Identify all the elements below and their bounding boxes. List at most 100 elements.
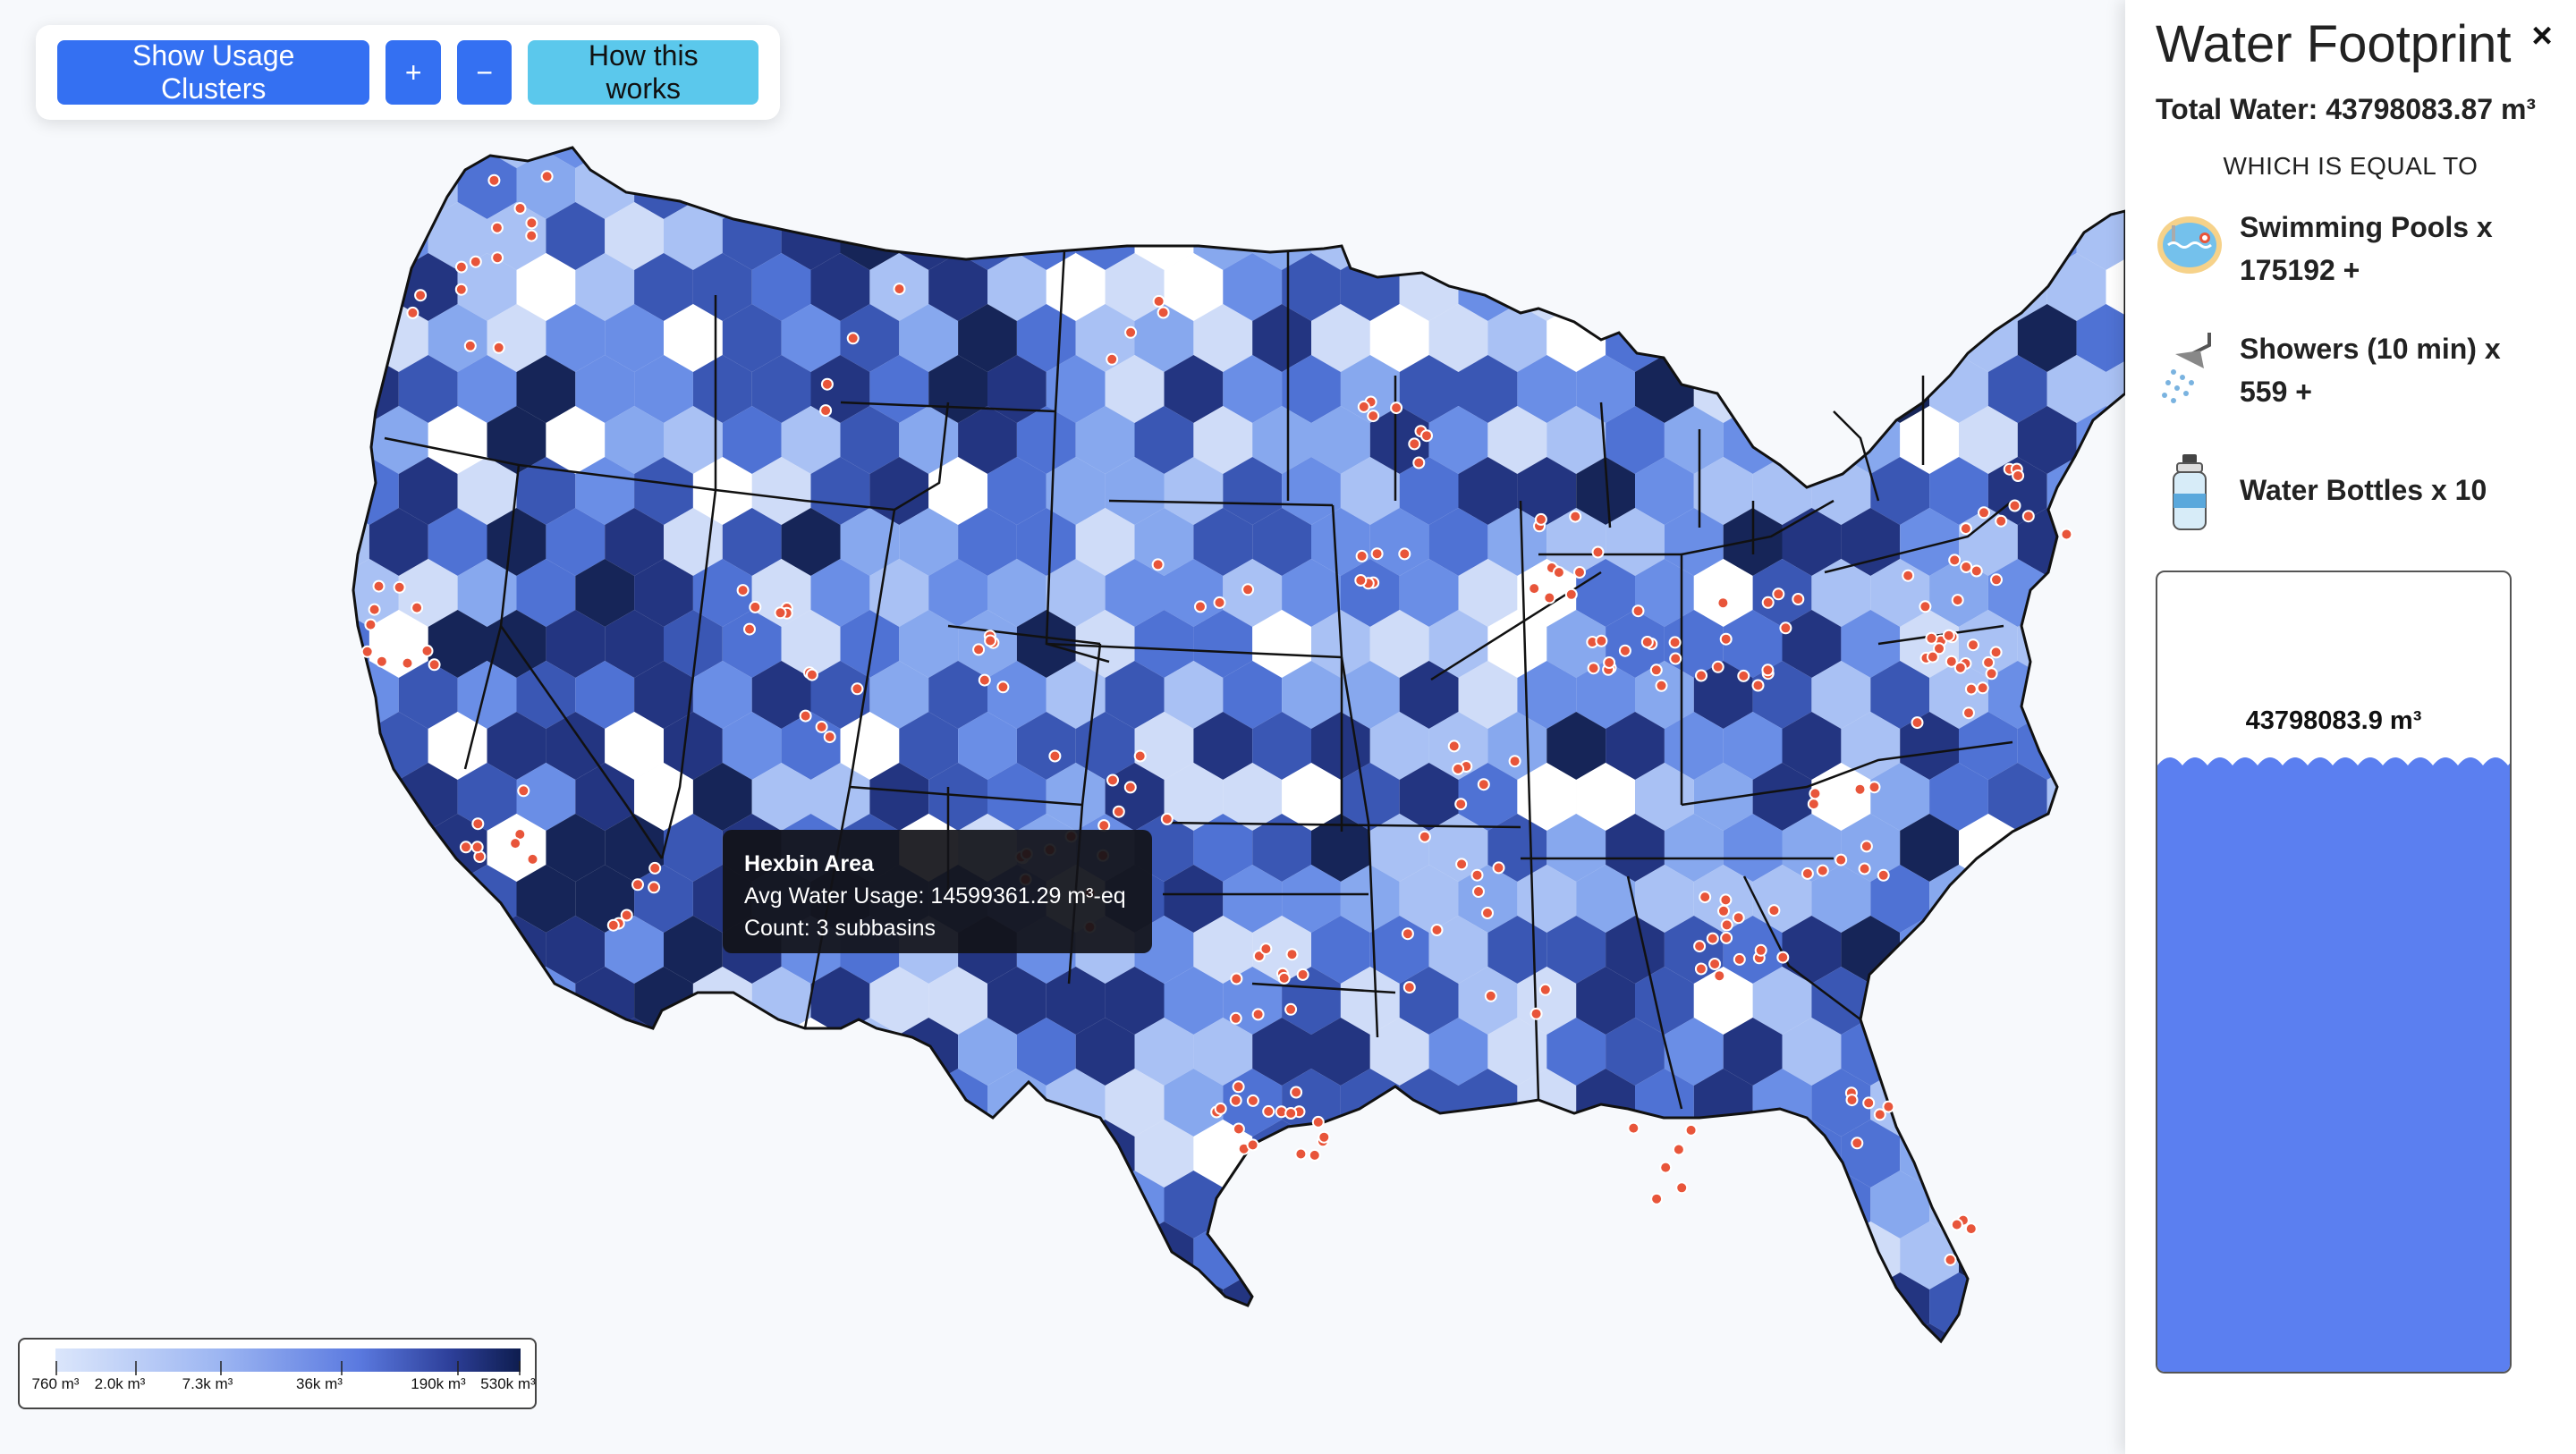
subbasin-point[interactable]	[1508, 755, 1521, 768]
hexbin-cell[interactable]	[546, 916, 606, 984]
hexbin-cell[interactable]	[1458, 661, 1518, 729]
hexbin-cell[interactable]	[1987, 1171, 2047, 1238]
subbasin-point[interactable]	[1990, 573, 2003, 587]
subbasin-point[interactable]	[1492, 861, 1505, 875]
subbasin-point[interactable]	[1418, 830, 1431, 843]
hexbin-cell[interactable]	[928, 967, 987, 1035]
subbasin-point[interactable]	[1296, 968, 1309, 981]
hexbin-cell[interactable]	[1075, 1222, 1135, 1289]
hexbin-cell[interactable]	[899, 304, 959, 372]
subbasin-point[interactable]	[1675, 1181, 1689, 1195]
hexbin-cell[interactable]	[2106, 457, 2126, 525]
hexbin-cell[interactable]	[810, 1171, 870, 1238]
hexbin-cell[interactable]	[751, 457, 811, 525]
hexbin-cell[interactable]	[1576, 763, 1635, 831]
subbasin-point[interactable]	[1933, 642, 1945, 655]
hexbin-cell[interactable]	[1105, 967, 1165, 1035]
hexbin-cell[interactable]	[987, 967, 1046, 1035]
hexbin-cell[interactable]	[1016, 1222, 1076, 1289]
subbasin-point[interactable]	[1133, 749, 1147, 763]
hexbin-cell[interactable]	[1841, 202, 1901, 270]
hexbin-cell[interactable]	[516, 559, 576, 627]
subbasin-point[interactable]	[1953, 661, 1967, 674]
hexbin-cell[interactable]	[1252, 406, 1311, 474]
hexbin-cell[interactable]	[1811, 865, 1871, 933]
hexbin-cell[interactable]	[1576, 559, 1635, 627]
hexbin-cell[interactable]	[1811, 661, 1871, 729]
hexbin-cell[interactable]	[722, 1323, 782, 1391]
hexbin-cell[interactable]	[398, 253, 458, 321]
hexbin-cell[interactable]	[810, 1272, 870, 1340]
subbasin-point[interactable]	[1809, 787, 1822, 800]
hexbin-cell[interactable]	[1134, 1323, 1194, 1391]
hexbin-cell[interactable]	[1929, 763, 1988, 831]
hexbin-cell[interactable]	[1870, 661, 1930, 729]
subbasin-point[interactable]	[1902, 569, 1915, 582]
hexbin-cell[interactable]	[1900, 508, 1959, 576]
subbasin-point[interactable]	[1420, 429, 1433, 443]
hexbin-cell[interactable]	[457, 151, 517, 219]
hexbin-cell[interactable]	[1046, 763, 1106, 831]
hexbin-cell[interactable]	[398, 1069, 458, 1137]
hexbin-cell[interactable]	[1782, 610, 1842, 678]
hexbin-cell[interactable]	[487, 712, 547, 780]
map-area[interactable]	[0, 0, 2125, 1454]
hexbin-cell[interactable]	[546, 1222, 606, 1289]
hexbin-cell[interactable]	[958, 304, 1017, 372]
hexbin-cell[interactable]	[340, 1069, 399, 1137]
hexbin-cell[interactable]	[1723, 1018, 1783, 1086]
hexbin-cell[interactable]	[1223, 151, 1283, 219]
subbasin-point[interactable]	[1308, 1148, 1321, 1162]
hexbin-cell[interactable]	[1811, 1069, 1871, 1137]
hexbin-cell[interactable]	[1282, 1069, 1341, 1137]
hexbin-cell[interactable]	[1546, 1222, 1606, 1289]
hexbin-cell[interactable]	[1782, 304, 1842, 372]
hexbin-cell[interactable]	[958, 406, 1017, 474]
hexbin-cell[interactable]	[634, 763, 693, 831]
hexbin-cell[interactable]	[1075, 610, 1135, 678]
subbasin-point[interactable]	[454, 283, 468, 296]
hexbin-cell[interactable]	[1075, 508, 1135, 576]
hexbin-cell[interactable]	[634, 355, 693, 423]
hexbin-cell[interactable]	[928, 763, 987, 831]
hexbin-cell[interactable]	[2046, 763, 2106, 831]
hexbin-cell[interactable]	[1399, 865, 1459, 933]
hexbin-cell[interactable]	[1987, 151, 2047, 219]
hexbin-cell[interactable]	[1282, 661, 1341, 729]
hexbin-cell[interactable]	[899, 712, 959, 780]
subbasin-point[interactable]	[1699, 891, 1712, 904]
hexbin-cell[interactable]	[1929, 457, 1988, 525]
subbasin-point[interactable]	[1232, 1122, 1245, 1136]
hexbin-cell[interactable]	[487, 406, 547, 474]
subbasin-point[interactable]	[1976, 681, 1989, 695]
hexbin-cell[interactable]	[1016, 1018, 1076, 1086]
subbasin-point[interactable]	[1160, 812, 1174, 825]
hexbin-cell[interactable]	[1811, 559, 1871, 627]
hexbin-cell[interactable]	[1606, 814, 1665, 882]
hexbin-cell[interactable]	[1369, 202, 1429, 270]
hexbin-cell[interactable]	[1193, 406, 1253, 474]
subbasin-point[interactable]	[1737, 669, 1750, 682]
hexbin-cell[interactable]	[369, 508, 428, 576]
hexbin-cell[interactable]	[428, 202, 487, 270]
hexbin-cell[interactable]	[428, 712, 487, 780]
hexbin-cell[interactable]	[1870, 253, 1930, 321]
hexbin-cell[interactable]	[664, 610, 723, 678]
subbasin-point[interactable]	[1779, 621, 1792, 635]
hexbin-cell[interactable]	[1723, 610, 1783, 678]
hexbin-cell[interactable]	[1987, 1272, 2047, 1340]
hexbin-cell[interactable]	[810, 661, 870, 729]
hexbin-cell[interactable]	[1369, 712, 1429, 780]
hexbin-cell[interactable]	[1105, 559, 1165, 627]
hexbin-cell[interactable]	[1428, 100, 1488, 168]
hexbin-cell[interactable]	[1193, 712, 1253, 780]
hexbin-cell[interactable]	[457, 457, 517, 525]
hexbin-cell[interactable]	[605, 610, 664, 678]
hexbin-cell[interactable]	[2106, 1171, 2126, 1238]
hexbin-cell[interactable]	[869, 1069, 929, 1137]
hexbin-cell[interactable]	[1193, 1018, 1253, 1086]
hexbin-cell[interactable]	[987, 253, 1046, 321]
subbasin-point[interactable]	[401, 656, 414, 670]
hexbin-cell[interactable]	[1487, 1018, 1547, 1086]
hexbin-cell[interactable]	[1870, 457, 1930, 525]
